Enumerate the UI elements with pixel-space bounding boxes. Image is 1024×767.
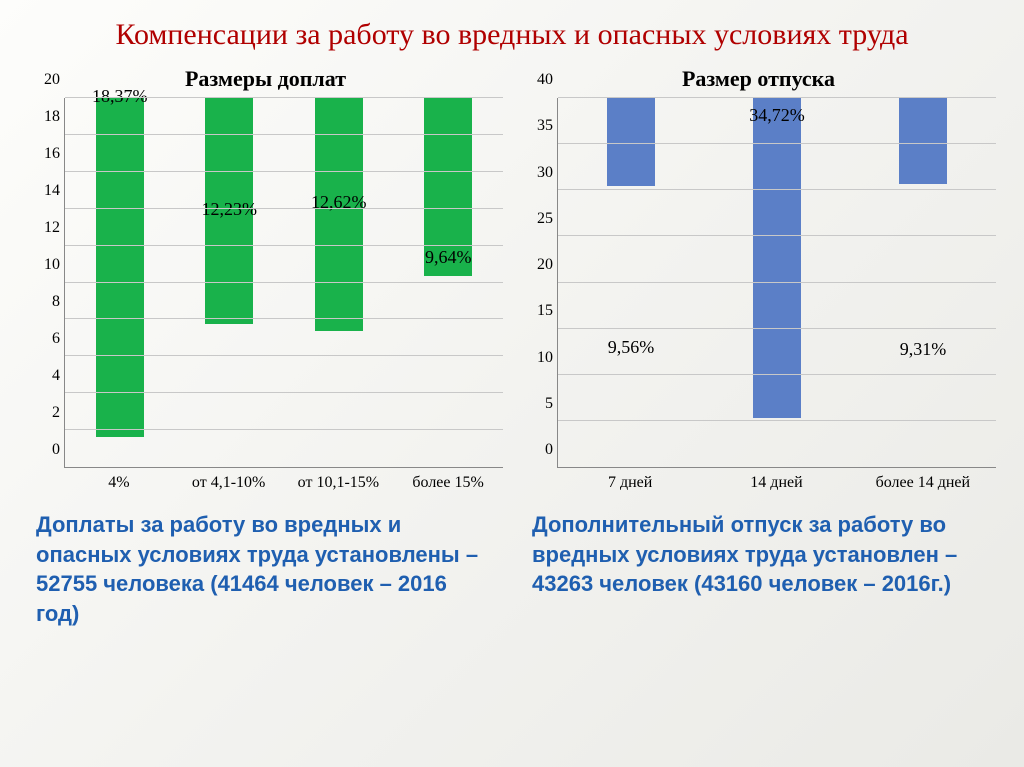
y-tick: 20 (537, 256, 553, 274)
y-tick: 18 (44, 108, 60, 126)
y-tick: 0 (545, 441, 553, 459)
y-tick: 15 (537, 302, 553, 320)
y-tick: 6 (52, 330, 60, 348)
chart-left-y-axis: 02468101214161820 (28, 98, 64, 468)
chart-left-area: 02468101214161820 18,37%12,23%12,62%9,64… (28, 98, 503, 468)
y-tick: 10 (537, 349, 553, 367)
chart-right-x-axis: 7 дней14 днейболее 14 дней (521, 474, 996, 492)
chart-right-title: Размер отпуска (521, 66, 996, 92)
grid-line (65, 245, 503, 246)
bar-value-label: 34,72% (749, 105, 805, 126)
bar-wrap: 18,37% (67, 98, 172, 467)
y-tick: 30 (537, 164, 553, 182)
y-tick: 5 (545, 395, 553, 413)
captions-row: Доплаты за работу во вредных и опасных у… (18, 492, 1006, 629)
bar-value-label: 9,31% (900, 339, 947, 360)
bar-value-label: 12,62% (311, 192, 367, 213)
grid-line (558, 143, 996, 144)
y-tick: 12 (44, 219, 60, 237)
y-tick: 35 (537, 117, 553, 135)
bar-wrap: 9,64% (396, 98, 501, 467)
grid-line (65, 171, 503, 172)
y-tick: 40 (537, 71, 553, 89)
y-tick: 0 (52, 441, 60, 459)
grid-line (65, 208, 503, 209)
grid-line (65, 429, 503, 430)
bar-value-label: 9,56% (608, 337, 655, 358)
bar-wrap: 9,56% (561, 98, 701, 467)
grid-line (65, 97, 503, 98)
grid-line (558, 97, 996, 98)
grid-line (558, 420, 996, 421)
bar (607, 98, 655, 186)
y-tick: 25 (537, 210, 553, 228)
x-tick: более 15% (393, 474, 503, 492)
grid-line (558, 374, 996, 375)
y-tick: 2 (52, 404, 60, 422)
y-tick: 8 (52, 293, 60, 311)
chart-right-y-axis: 0510152025303540 (521, 98, 557, 468)
x-tick: 7 дней (557, 474, 703, 492)
x-tick: от 10,1-15% (284, 474, 394, 492)
bar-wrap: 34,72% (707, 98, 847, 467)
x-tick: более 14 дней (850, 474, 996, 492)
chart-left-bars: 18,37% 12,23% 12,62% 9,64% (65, 98, 503, 467)
x-tick: 4% (64, 474, 174, 492)
y-tick: 4 (52, 367, 60, 385)
caption-right: Дополнительный отпуск за работу во вредн… (532, 510, 988, 629)
grid-line (65, 355, 503, 356)
x-tick: 14 дней (703, 474, 849, 492)
y-tick: 20 (44, 71, 60, 89)
slide-root: Компенсации за работу во вредных и опасн… (0, 0, 1024, 767)
chart-left-panel: Размеры доплат 02468101214161820 18,37%1… (28, 62, 503, 492)
grid-line (558, 189, 996, 190)
chart-left-x-axis: 4%от 4,1-10%от 10,1-15%более 15% (28, 474, 503, 492)
grid-line (65, 134, 503, 135)
bar (96, 98, 144, 437)
chart-right-bars: 9,56% 34,72% 9,31% (558, 98, 996, 467)
bar (899, 98, 947, 184)
bar-wrap: 12,23% (177, 98, 282, 467)
y-tick: 10 (44, 256, 60, 274)
x-tick: от 4,1-10% (174, 474, 284, 492)
y-tick: 16 (44, 145, 60, 163)
caption-left: Доплаты за работу во вредных и опасных у… (36, 510, 492, 629)
y-tick: 14 (44, 182, 60, 200)
bar-wrap: 9,31% (853, 98, 993, 467)
bar-wrap: 12,62% (286, 98, 391, 467)
chart-right-panel: Размер отпуска 0 5 10 15 20 25 30 35 40 9,56% 34,… (521, 62, 996, 492)
main-title: Компенсации за работу во вредных и опасн… (18, 18, 1006, 52)
grid-line (65, 318, 503, 319)
chart-left-plot: 18,37% 12,23% 12,62% 9,64% (64, 98, 503, 468)
bar-value-label: 9,64% (425, 247, 472, 268)
bar-value-label: 12,23% (201, 199, 257, 220)
chart-right-area: 0510152025303540 9,56%34,72%9,31% (521, 98, 996, 468)
charts-row: Размеры доплат 02468101214161820 18,37%1… (18, 62, 1006, 492)
chart-right-plot: 9,56% 34,72% 9,31% (557, 98, 996, 468)
grid-line (558, 235, 996, 236)
grid-line (65, 282, 503, 283)
grid-line (65, 392, 503, 393)
bar (753, 98, 801, 418)
grid-line (558, 328, 996, 329)
grid-line (558, 282, 996, 283)
